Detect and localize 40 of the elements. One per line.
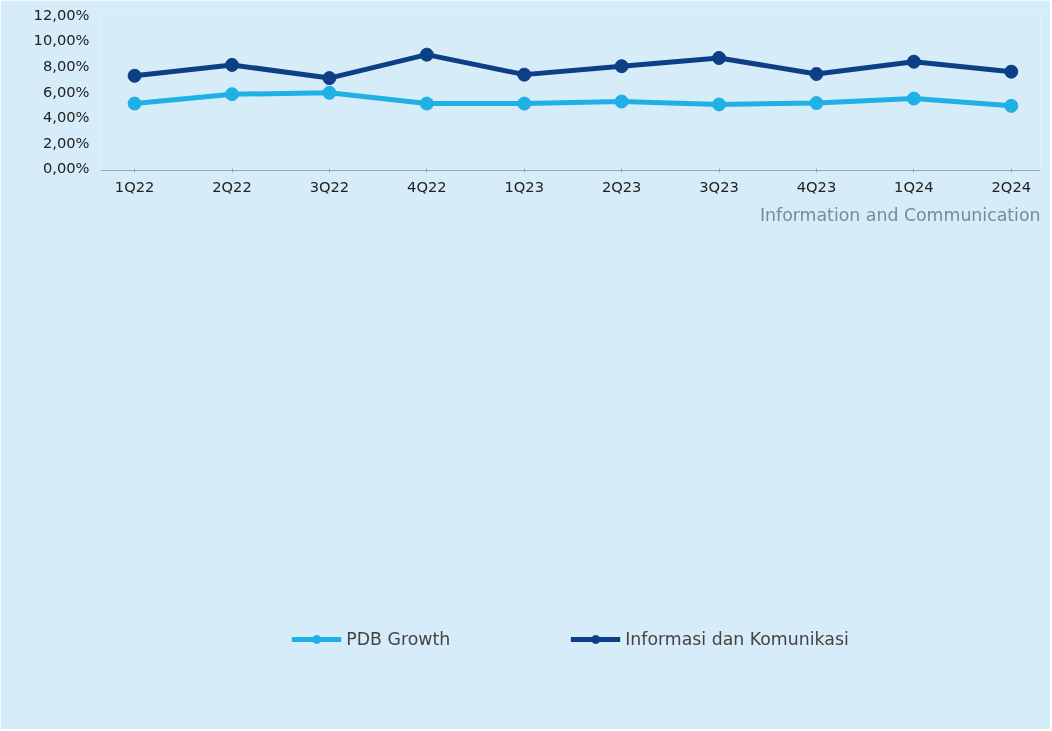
point [1004, 98, 1019, 113]
point [712, 51, 727, 65]
x-tick-label: 3Q22 [309, 177, 350, 195]
point [614, 59, 629, 74]
point [127, 96, 142, 111]
point [517, 96, 532, 111]
legend-label: PDB Growth [346, 629, 451, 649]
point [906, 91, 921, 106]
point [517, 67, 532, 82]
y-tick-label: 8,00% [42, 57, 90, 75]
point [127, 68, 142, 83]
point [809, 96, 824, 111]
x-tick-label: 3Q23 [699, 177, 739, 195]
legend-label: Informasi dan Komunikasi [625, 629, 849, 649]
point [322, 71, 337, 86]
y-tick-label: 10,00% [33, 31, 90, 49]
point [322, 85, 337, 100]
point [419, 47, 434, 62]
y-tick-label: 6,00% [42, 82, 90, 100]
y-tick-label: 4,00% [42, 108, 90, 126]
point [419, 96, 434, 111]
y-tick-label: 2,00% [42, 133, 90, 151]
point [906, 54, 921, 69]
point [614, 94, 629, 109]
text: Information and Communication [760, 204, 1041, 225]
y-tick-label: 12,00% [33, 5, 90, 23]
x-tick-label: 2Q23 [601, 177, 642, 195]
x-tick-label: 2Q22 [212, 177, 252, 195]
y-tick-label: 0,00% [42, 159, 90, 177]
x-tick-label: 1Q22 [114, 177, 155, 195]
point [225, 87, 239, 102]
x-tick-label: 1Q24 [894, 177, 934, 195]
point [225, 57, 239, 72]
point [1004, 64, 1019, 79]
point [712, 97, 727, 112]
x-tick-label: 1Q23 [504, 177, 544, 195]
x-tick-label: 2Q24 [991, 177, 1032, 195]
point [809, 67, 824, 81]
x-tick-label: 4Q23 [796, 177, 837, 195]
x-tick-label: 4Q22 [407, 177, 447, 195]
